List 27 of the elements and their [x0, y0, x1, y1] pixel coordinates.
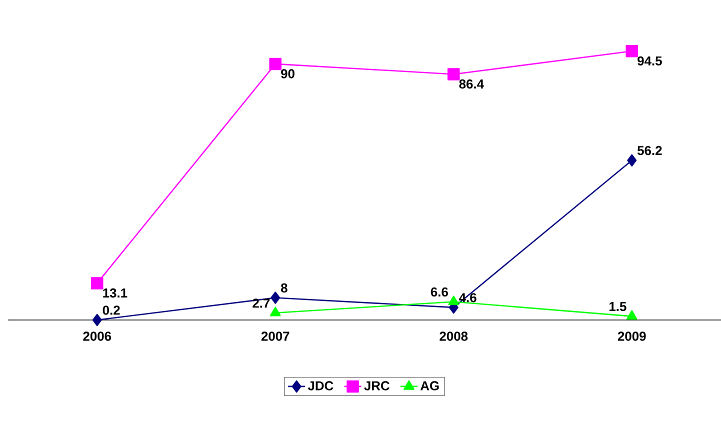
data-label: 8	[280, 283, 288, 293]
point	[92, 314, 102, 326]
point	[448, 296, 460, 306]
point	[269, 58, 282, 70]
data-label: 90	[281, 69, 294, 78]
point	[448, 68, 460, 80]
point	[270, 292, 280, 304]
x-tick-label: 2009	[618, 332, 646, 341]
data-label: 94.5	[638, 56, 662, 66]
point	[627, 154, 637, 166]
legend-label: JDC	[308, 381, 334, 390]
x-tick-label: 2007	[261, 332, 290, 341]
point	[626, 44, 638, 58]
x-tick-label: 2008	[440, 332, 468, 341]
legend-label: AG	[420, 381, 439, 390]
data-label: 13.1	[103, 288, 128, 298]
x-tick-label: 2006	[83, 332, 112, 341]
legend-label: JRC	[364, 381, 390, 390]
point	[270, 306, 281, 316]
data-label: 86.4	[459, 79, 484, 89]
point	[626, 310, 638, 320]
data-label: 6.6	[430, 287, 448, 297]
point	[91, 277, 104, 290]
data-label: 1.5	[609, 302, 626, 312]
data-label: 2.7	[252, 298, 270, 308]
data-label: 0.2	[102, 306, 120, 315]
data-label: 56.2	[637, 146, 662, 156]
